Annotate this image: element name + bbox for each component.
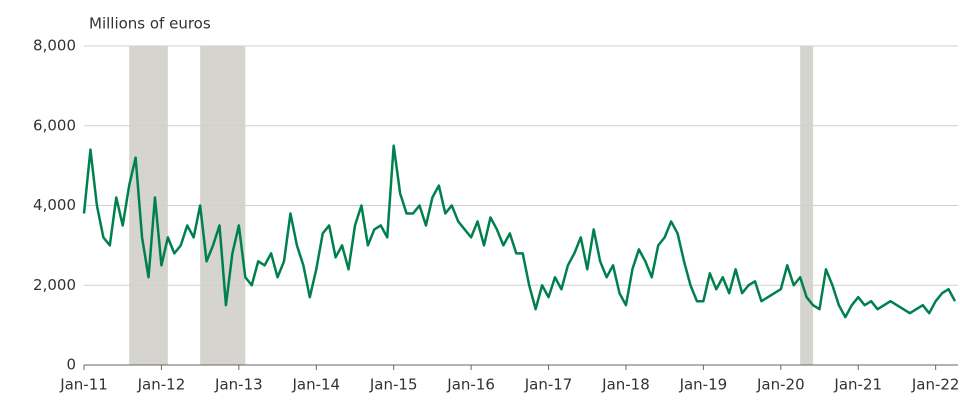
- x-tick-label: Jan-14: [291, 376, 340, 394]
- x-tick-label: Jan-20: [756, 376, 805, 394]
- y-tick-label: 6,000: [33, 116, 76, 134]
- x-tick-label: Jan-21: [833, 376, 882, 394]
- x-tick-label: Jan-11: [59, 376, 108, 394]
- data-line: [82, 144, 957, 319]
- y-tick-label: 2,000: [33, 276, 76, 294]
- x-tick-label: Jan-15: [369, 376, 418, 394]
- y-axis-label: Millions of euros: [89, 15, 211, 33]
- x-tick-label: Jan-13: [214, 376, 263, 394]
- x-tick-label: Jan-22: [911, 376, 960, 394]
- x-tick-label: Jan-18: [601, 376, 650, 394]
- y-tick-label: 0: [66, 356, 76, 374]
- x-tick-label: Jan-16: [446, 376, 495, 394]
- y-tick-label: 4,000: [33, 196, 76, 214]
- x-tick-label: Jan-17: [524, 376, 573, 394]
- y-tick-label: 8,000: [33, 37, 76, 55]
- x-tick-label: Jan-19: [679, 376, 728, 394]
- x-tick-label: Jan-12: [137, 376, 186, 394]
